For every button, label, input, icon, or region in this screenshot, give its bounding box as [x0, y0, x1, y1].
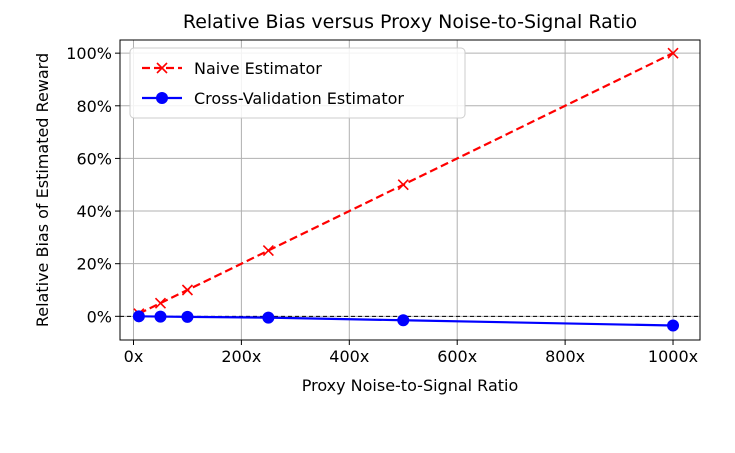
- y-axis-title: Relative Bias of Estimated Reward: [33, 53, 52, 327]
- series-line: [138, 52, 674, 315]
- marker-stroke: [667, 47, 679, 59]
- marker-stroke: [154, 297, 167, 309]
- chart-title: Relative Bias versus Proxy Noise-to-Sign…: [183, 11, 637, 33]
- x-axis-title: Proxy Noise-to-Signal Ratio: [302, 376, 519, 395]
- marker-stroke: [156, 62, 168, 74]
- marker-stroke: [181, 284, 194, 296]
- x-tick-label: 800x: [545, 347, 585, 366]
- y-tick-label: 0%: [87, 307, 112, 326]
- y-tick-label: 20%: [76, 255, 112, 274]
- data-point: [154, 297, 167, 309]
- marker-stroke: [262, 244, 274, 257]
- data-point: [397, 179, 409, 191]
- series-2: [132, 310, 680, 332]
- y-tick-label: 60%: [76, 149, 112, 168]
- legend-box: [129, 47, 466, 119]
- legend-marker: [156, 62, 168, 74]
- data-point: [181, 284, 194, 296]
- ticks: 0x 200x 400x 600x 800x 1000x 0% 20% 40% 60% 80% 100…: [66, 44, 698, 366]
- data-point: [132, 310, 145, 323]
- data-point: [667, 319, 680, 332]
- y-tick-label: 40%: [76, 202, 112, 221]
- data-point: [181, 310, 194, 323]
- legend-label: Naive Estimator: [194, 59, 322, 78]
- x-tick-label: 1000x: [648, 347, 698, 366]
- series-layer: [132, 47, 680, 332]
- x-tick-label: 0x: [124, 347, 144, 366]
- data-point: [262, 311, 275, 324]
- x-tick-label: 400x: [329, 347, 369, 366]
- x-tick-label: 200x: [221, 347, 261, 366]
- marker-stroke: [397, 179, 409, 191]
- data-point: [667, 47, 679, 59]
- data-point: [262, 244, 274, 257]
- data-point: [397, 314, 410, 327]
- plot-area-frame: [119, 39, 701, 341]
- y-tick-label: 80%: [76, 97, 112, 116]
- x-tick-label: 600x: [437, 347, 477, 366]
- legend: Naive Estimator Cross-Validation Estimato…: [129, 47, 466, 119]
- legend-label: Cross-Validation Estimator: [194, 89, 404, 108]
- data-point: [154, 310, 167, 323]
- legend-marker: [156, 92, 168, 104]
- y-tick-label: 100%: [66, 44, 112, 63]
